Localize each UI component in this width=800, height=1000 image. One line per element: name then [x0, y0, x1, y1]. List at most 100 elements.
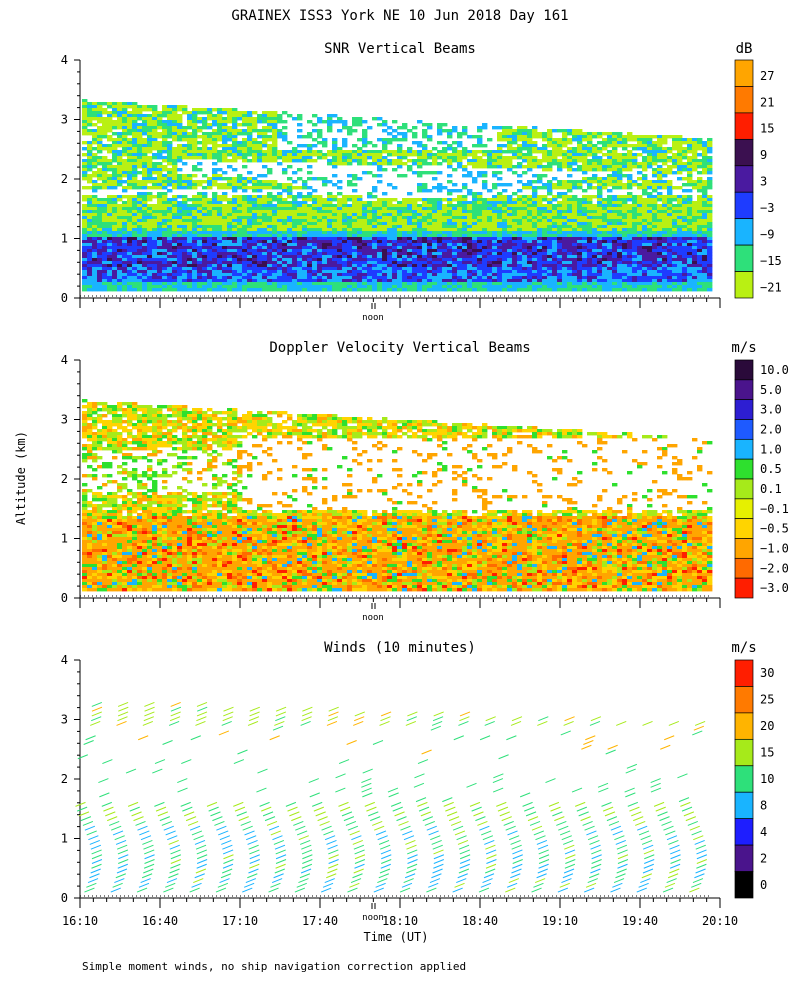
heatmap-cell [132, 186, 138, 190]
heatmap-cell [417, 270, 423, 274]
heatmap-cell [297, 267, 303, 271]
heatmap-cell [227, 237, 233, 241]
heatmap-cell [167, 153, 173, 157]
heatmap-cell [392, 276, 398, 280]
heatmap-cell [242, 201, 248, 205]
heatmap-cell [157, 171, 163, 175]
heatmap-cell [557, 237, 563, 241]
heatmap-cell [322, 255, 328, 259]
heatmap-cell [447, 165, 453, 169]
heatmap-cell [517, 267, 523, 271]
heatmap-cell [207, 234, 213, 238]
heatmap-cell [537, 273, 543, 277]
heatmap-cell [172, 180, 178, 184]
heatmap-cell [562, 213, 568, 217]
heatmap-cell [542, 282, 548, 286]
heatmap-cell [252, 129, 258, 133]
heatmap-cell [397, 222, 403, 226]
heatmap-cell [112, 264, 118, 268]
heatmap-cell [262, 270, 268, 274]
heatmap-cell [487, 225, 493, 229]
heatmap-cell [202, 276, 208, 280]
heatmap-cell [547, 261, 553, 265]
heatmap-cell [142, 261, 148, 265]
heatmap-cell [212, 198, 218, 202]
heatmap-cell [577, 237, 583, 241]
heatmap-cell [357, 138, 363, 142]
heatmap-cell [237, 222, 243, 226]
heatmap-cell [447, 249, 453, 253]
heatmap-cell [157, 180, 163, 184]
heatmap-cell [537, 270, 543, 274]
heatmap-cell [582, 195, 588, 199]
heatmap-cell [572, 261, 578, 265]
heatmap-cell [577, 273, 583, 277]
heatmap-cell [337, 204, 343, 208]
heatmap-cell [502, 195, 508, 199]
heatmap-cell [507, 216, 513, 220]
heatmap-cell [517, 288, 523, 292]
heatmap-cell [327, 258, 333, 262]
heatmap-cell [297, 177, 303, 181]
heatmap-cell [557, 180, 563, 184]
heatmap-cell [137, 252, 143, 256]
heatmap-cell [202, 285, 208, 289]
heatmap-cell [87, 252, 93, 256]
heatmap-cell [582, 198, 588, 202]
heatmap-cell [387, 201, 393, 205]
heatmap-cell [367, 273, 373, 277]
heatmap-cell [247, 186, 253, 190]
heatmap-cell [292, 264, 298, 268]
heatmap-cell [382, 246, 388, 250]
heatmap-cell [297, 231, 303, 235]
heatmap-cell [547, 240, 553, 244]
heatmap-cell [357, 219, 363, 223]
heatmap-cell [532, 255, 538, 259]
heatmap-cell [487, 138, 493, 142]
heatmap-cell [442, 207, 448, 211]
heatmap-cell [327, 162, 333, 166]
heatmap-cell [87, 111, 93, 115]
heatmap-cell [202, 195, 208, 199]
heatmap-cell [162, 255, 168, 259]
heatmap-cell [417, 228, 423, 232]
heatmap-cell [467, 264, 473, 268]
heatmap-cell [467, 228, 473, 232]
heatmap-cell [582, 243, 588, 247]
heatmap-cell [87, 150, 93, 154]
heatmap-cell [92, 231, 98, 235]
heatmap-cell [167, 147, 173, 151]
heatmap-cell [212, 288, 218, 292]
heatmap-cell [362, 210, 368, 214]
heatmap-cell [537, 267, 543, 271]
heatmap-cell [482, 273, 488, 277]
heatmap-cell [257, 207, 263, 211]
heatmap-cell [187, 207, 193, 211]
heatmap-cell [587, 279, 593, 283]
heatmap-cell [92, 285, 98, 289]
heatmap-cell [302, 219, 308, 223]
heatmap-cell [177, 219, 183, 223]
heatmap-cell [457, 195, 463, 199]
heatmap-cell [282, 258, 288, 262]
heatmap-cell [222, 192, 228, 196]
heatmap-cell [262, 201, 268, 205]
heatmap-cell [157, 192, 163, 196]
heatmap-cell [102, 249, 108, 253]
heatmap-cell [112, 282, 118, 286]
heatmap-cell [372, 219, 378, 223]
heatmap-cell [217, 258, 223, 262]
heatmap-cell [522, 279, 528, 283]
heatmap-cell [567, 267, 573, 271]
heatmap-cell [177, 237, 183, 241]
heatmap-cell [497, 267, 503, 271]
heatmap-cell [542, 204, 548, 208]
heatmap-cell [387, 246, 393, 250]
heatmap-cell [92, 249, 98, 253]
heatmap-cell [587, 153, 593, 157]
heatmap-cell [172, 237, 178, 241]
heatmap-cell [557, 276, 563, 280]
heatmap-cell [102, 132, 108, 136]
heatmap-cell [482, 258, 488, 262]
heatmap-cell [392, 198, 398, 202]
